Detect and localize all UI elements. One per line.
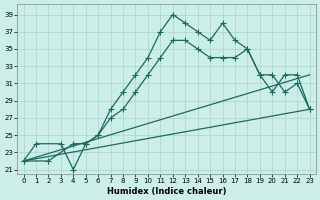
X-axis label: Humidex (Indice chaleur): Humidex (Indice chaleur) — [107, 187, 226, 196]
